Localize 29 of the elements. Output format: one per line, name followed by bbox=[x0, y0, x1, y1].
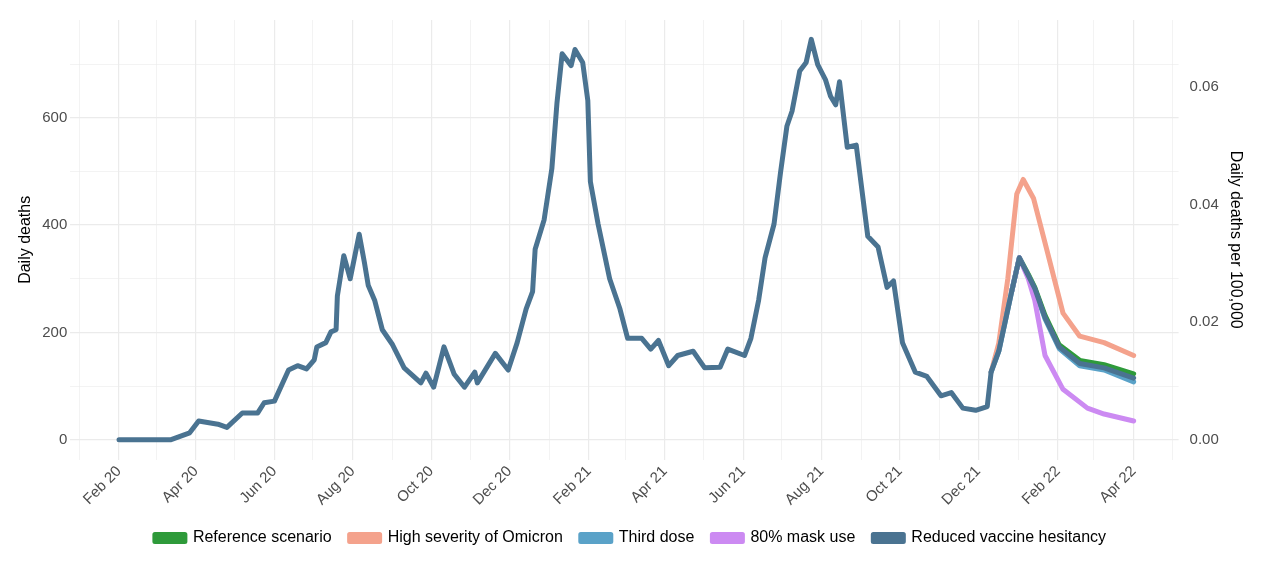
y2-tick-label: 0.06 bbox=[1189, 77, 1219, 95]
x-tick-label: Apr 21 bbox=[626, 462, 670, 506]
y2-axis-title: Daily deaths per 100,000 bbox=[1227, 150, 1245, 329]
x-tick-label: Aug 21 bbox=[780, 462, 827, 508]
legend-label: High severity of Omicron bbox=[387, 528, 563, 546]
x-tick-label: Feb 22 bbox=[1017, 462, 1063, 508]
legend-label: Third dose bbox=[618, 528, 695, 546]
x-tick-label: Oct 21 bbox=[861, 462, 905, 506]
y-axis-title: Daily deaths bbox=[16, 195, 34, 284]
x-tick-label: Oct 20 bbox=[392, 462, 437, 506]
y2-tick-label: 0.00 bbox=[1189, 429, 1219, 447]
x-tick-label: Jun 21 bbox=[704, 462, 749, 506]
legend-label: Reduced vaccine hesitancy bbox=[911, 528, 1107, 546]
x-tick-label: Dec 21 bbox=[937, 462, 984, 508]
x-tick-label: Apr 20 bbox=[157, 462, 202, 506]
x-tick-label: Dec 20 bbox=[468, 462, 515, 508]
y2-tick-label: 0.04 bbox=[1189, 194, 1219, 212]
y2-tick-label: 0.02 bbox=[1189, 312, 1219, 330]
x-tick-label: Feb 21 bbox=[549, 462, 595, 508]
legend-label: Reference scenario bbox=[192, 528, 332, 546]
x-tick-label: Apr 22 bbox=[1095, 462, 1139, 506]
y-tick-label: 600 bbox=[42, 107, 68, 125]
x-tick-label: Feb 20 bbox=[79, 462, 125, 508]
legend-label: 80% mask use bbox=[750, 528, 856, 546]
x-tick-label: Aug 20 bbox=[312, 462, 358, 508]
x-tick-label: Jun 20 bbox=[235, 462, 280, 506]
y-tick-label: 200 bbox=[42, 322, 68, 340]
y-tick-label: 400 bbox=[42, 215, 68, 233]
y-tick-label: 0 bbox=[58, 429, 68, 447]
